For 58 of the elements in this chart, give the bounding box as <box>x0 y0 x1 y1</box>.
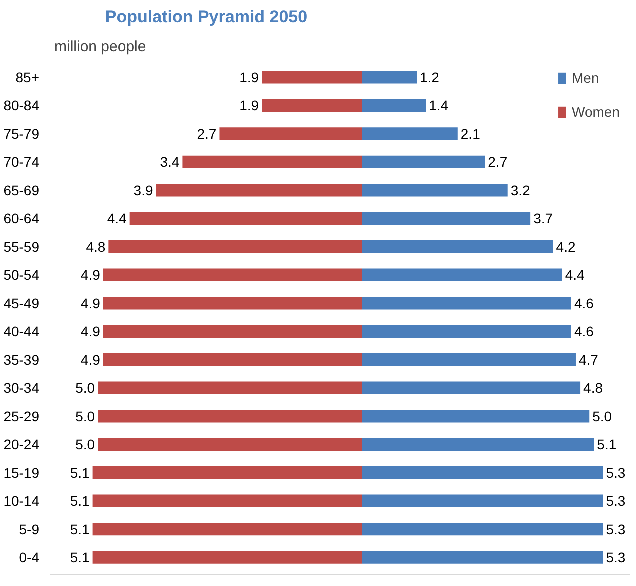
y-tick-label: 10-14 <box>4 493 40 510</box>
data-label: 4.6 <box>574 324 594 340</box>
data-label: 4.9 <box>80 324 101 340</box>
y-tick-label: 5-9 <box>19 521 40 538</box>
data-label: 1.4 <box>429 98 449 114</box>
data-label: 5.0 <box>76 380 96 396</box>
data-label: 4.2 <box>556 238 576 255</box>
data-label: 3.7 <box>534 210 554 227</box>
y-tick-label: 85+ <box>16 69 40 86</box>
data-label: 1.2 <box>420 69 440 86</box>
data-label: 5.3 <box>606 521 626 538</box>
data-label: 4.7 <box>578 352 599 368</box>
y-tick-label: 65-69 <box>4 182 40 198</box>
y-tick-label: 0-4 <box>19 550 40 566</box>
data-label: 2.7 <box>488 154 508 170</box>
y-tick-label: 80-84 <box>4 98 40 114</box>
y-tick-label: 70-74 <box>4 154 40 170</box>
data-label: 3.2 <box>510 182 531 198</box>
data-label: 5.1 <box>597 436 617 453</box>
data-label: 4.8 <box>86 238 106 255</box>
data-label: 5.3 <box>606 464 626 481</box>
data-label: 5.3 <box>606 550 626 566</box>
y-tick-label: 55-59 <box>4 238 40 255</box>
legend-label: Women <box>572 104 620 120</box>
text: million people <box>54 38 146 56</box>
y-tick-label: 75-79 <box>4 126 40 142</box>
data-label: 5.1 <box>70 521 90 538</box>
data-label: 5.1 <box>70 464 90 481</box>
y-tick-label: 45-49 <box>4 295 40 312</box>
chart-title: Population Pyramid 2050 <box>105 8 308 26</box>
y-tick-label: 50-54 <box>4 267 40 284</box>
data-label: 4.9 <box>80 352 101 368</box>
data-label: 3.9 <box>134 182 154 198</box>
data-label: 5.3 <box>606 493 626 510</box>
data-label: 4.4 <box>107 210 128 227</box>
data-label: 5.0 <box>76 436 96 453</box>
y-tick-label: 25-29 <box>4 408 40 424</box>
data-label: 1.9 <box>240 69 260 86</box>
data-label: 4.9 <box>80 267 101 284</box>
data-label: 2.1 <box>460 126 481 142</box>
y-tick-label: 60-64 <box>4 210 40 227</box>
data-label: 5.0 <box>592 408 612 424</box>
data-label: 4.8 <box>584 380 604 396</box>
data-label: 4.9 <box>80 295 101 312</box>
y-tick-label: 40-44 <box>4 324 40 340</box>
y-tick-label: 20-24 <box>4 436 40 453</box>
y-tick-label: 35-39 <box>4 352 40 368</box>
data-label: 3.4 <box>160 154 180 170</box>
y-tick-label: 15-19 <box>4 464 40 481</box>
data-label: 5.1 <box>70 493 90 510</box>
data-label: 2.7 <box>197 126 217 142</box>
data-label: 5.0 <box>76 408 96 424</box>
data-label: 4.6 <box>574 295 594 312</box>
legend-label: Men <box>572 70 600 86</box>
data-label: 4.4 <box>565 267 586 284</box>
y-tick-label: 30-34 <box>4 380 40 396</box>
data-label: 5.1 <box>70 550 90 566</box>
data-label: 1.9 <box>240 98 260 114</box>
